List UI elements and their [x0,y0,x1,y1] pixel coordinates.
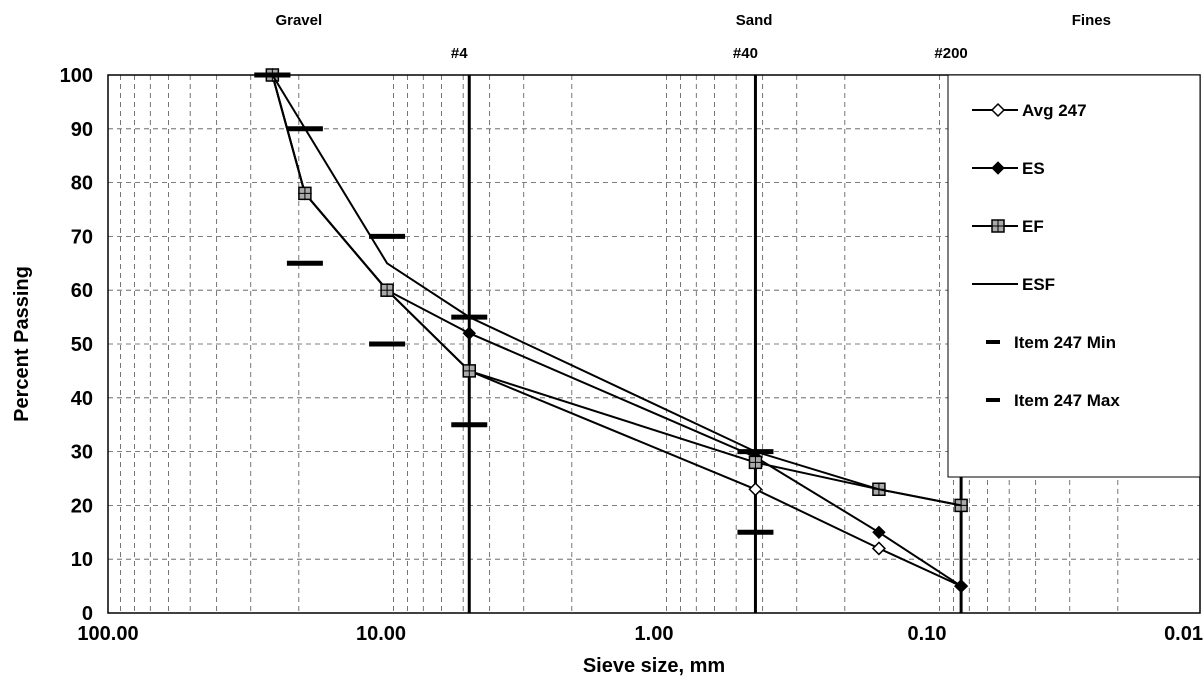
y-tick-label: 100 [60,65,93,87]
marker-open-diamond [990,102,1006,118]
y-tick-label: 20 [71,495,93,517]
legend-label: ESF [1022,275,1055,294]
y-tick-label: 0 [82,603,93,625]
y-tick-label: 70 [71,226,93,248]
marker-filled-diamond [991,161,1005,175]
x-tick-label: 10.00 [356,623,406,645]
x-axis-title: Sieve size, mm [583,655,725,677]
y-axis-title: Percent Passing [11,266,33,422]
series-layer [254,67,969,594]
y-tick-label: 30 [71,442,93,464]
series-line [271,74,962,587]
sieve-label: #4 [451,45,468,62]
y-tick-label: 90 [71,119,93,141]
legend-panel [947,74,1201,478]
y-tick-label: 40 [71,388,93,410]
legend-label: EF [1022,217,1044,236]
zone-label: Sand [736,12,773,29]
legend-label: Item 247 Max [1014,391,1120,410]
marker-filled-diamond [462,326,476,340]
legend-label: ES [1022,159,1045,178]
series-line [271,74,962,588]
marker-filled-diamond [954,579,968,593]
y-tick-label: 10 [71,549,93,571]
marker-open-diamond [871,541,886,556]
y-tick-label: 80 [71,173,93,195]
legend-label: Avg 247 [1022,101,1087,120]
axis-labels: #4 #40 #200 Gravel Sand Fines 0 10 20 30 40 50 60 70 8… [11,12,1203,677]
sieve-label: #200 [934,45,967,62]
x-tick-label: 100.00 [77,623,138,645]
legend-label: Item 247 Min [1014,333,1116,352]
x-tick-label: 1.00 [635,623,674,645]
legend: Avg 247 ES EF ESF Item 247 Min Item 247 Max [972,101,1120,410]
sieve-label: #40 [733,45,758,62]
y-tick-label: 60 [71,280,93,302]
marker-open-diamond [748,482,763,497]
marker-filled-diamond [872,525,886,540]
legend-box [947,74,1201,478]
x-tick-label: 0.10 [908,623,947,645]
y-tick-label: 50 [71,334,93,356]
series-line [271,74,962,507]
x-tick-label: 0.01 [1164,623,1203,645]
zone-label: Gravel [275,12,322,29]
zone-label: Fines [1072,12,1111,29]
